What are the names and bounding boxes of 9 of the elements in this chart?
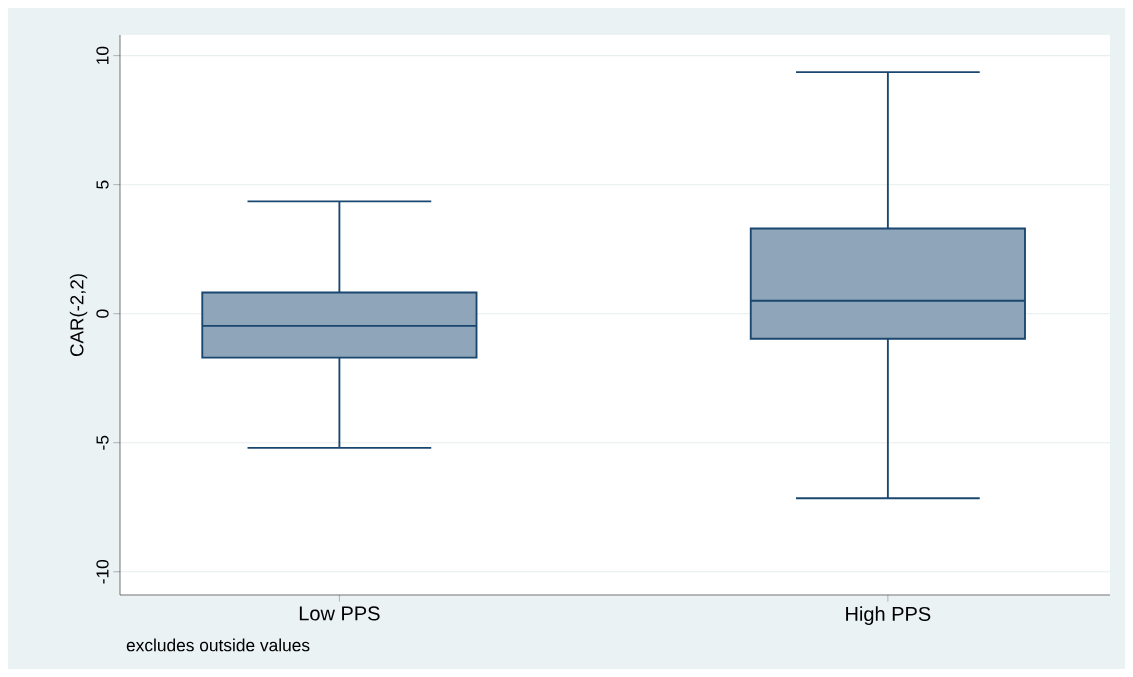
y-axis-title: CAR(-2,2) <box>69 274 88 357</box>
text: excludes outside values <box>126 638 310 652</box>
y-tick-label: 5 <box>96 180 109 189</box>
x-tick-label: Low PPS <box>299 606 380 621</box>
y-tick-label: -10 <box>96 559 109 584</box>
y-tick-label: -5 <box>96 435 109 450</box>
y-tick-label: 10 <box>96 46 109 64</box>
x-tick-label: High PPS <box>846 606 931 625</box>
y-tick-label: 0 <box>96 309 109 318</box>
